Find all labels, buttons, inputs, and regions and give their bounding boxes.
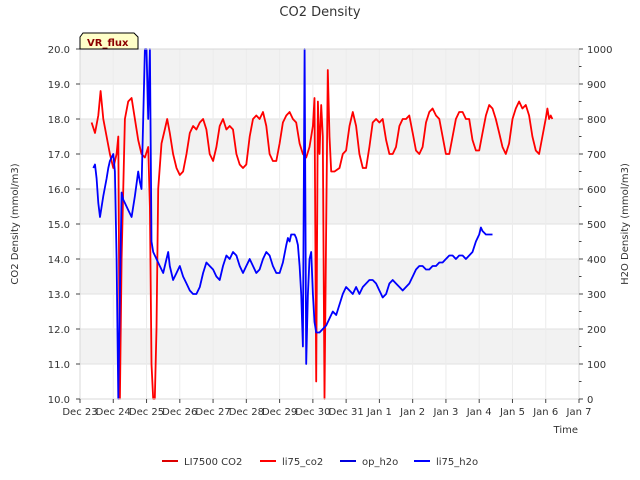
x-tick-label: Jan 1 [366,407,392,418]
y2-tick-label: 300 [587,290,606,301]
y-axis-ticks: 10.0 11.0 12.0 13.0 14.0 15.0 16.0 17.0 18.0 19.0… [48,45,80,406]
grid-band [80,329,579,364]
y-tick-label: 19.0 [48,80,70,91]
y2-tick-label: 0 [587,395,593,406]
y2-tick-label: 600 [587,185,606,196]
y2-tick-label: 500 [587,220,606,231]
y-tick-label: 14.0 [48,255,70,266]
x-tick-label: Dec 26 [162,407,197,418]
y-tick-label: 11.0 [48,360,70,371]
y-tick-label: 15.0 [48,220,70,231]
x-tick-label: Jan 2 [399,407,425,418]
x-tick-label: Jan 6 [532,407,558,418]
series-line-li75-h2o [92,48,493,400]
y2-tick-label: 1000 [587,45,612,56]
x-tick-label: Jan 3 [432,407,458,418]
x-tick-label: Dec 24 [96,407,131,418]
y-tick-label: 16.0 [48,185,70,196]
grid-band [80,49,579,84]
x-tick-label: Dec 25 [129,407,164,418]
x-tick-label: Dec 28 [229,407,264,418]
x-tick-label: Dec 27 [195,407,230,418]
y2-tick-label: 200 [587,325,606,336]
y2-tick-label: 900 [587,80,606,91]
series-layer [90,48,554,400]
legend-label: op_h2o [362,457,398,468]
y-tick-label: 10.0 [48,395,70,406]
y-tick-label: 20.0 [48,45,70,56]
x-tick-label: Jan 5 [499,407,525,418]
grid-band [80,189,579,224]
y2-tick-label: 400 [587,255,606,266]
y2-tick-label: 100 [587,360,606,371]
x-tick-label: Jan 7 [566,407,592,418]
y2-tick-label: 700 [587,150,606,161]
legend-label: li75_co2 [282,457,323,468]
y-tick-label: 18.0 [48,115,70,126]
legend-label: li75_h2o [436,457,478,468]
y2-axis-ticks: 0 100 200 300 400 500 600 700 800 900 1000 [579,45,612,406]
x-tick-label: Dec 29 [262,407,297,418]
x-tick-label: Dec 23 [62,407,97,418]
series-line-li75-co2 [90,69,554,400]
x-axis-label: Time [553,425,578,436]
grid-band [80,259,579,294]
y2-tick-label: 800 [587,115,606,126]
y-tick-label: 12.0 [48,325,70,336]
x-tick-label: Jan 4 [466,407,492,418]
legend: LI7500 CO2 li75_co2 op_h2o li75_h2o [162,457,478,468]
y-axis-label: CO2 Density (mmol/m3) [10,163,21,284]
y2-axis-label: H2O Density (mmol/m3) [620,163,631,285]
chart-title: CO2 Density [279,5,360,20]
y-tick-label: 17.0 [48,150,70,161]
site-badge: VR_flux [79,32,139,50]
site-badge-box [79,32,139,50]
legend-label: LI7500 CO2 [184,457,242,468]
y-tick-label: 13.0 [48,290,70,301]
x-tick-label: Dec 30 [295,407,330,418]
site-badge-label: VR_flux [87,38,129,49]
x-tick-label: Dec 31 [329,407,364,418]
